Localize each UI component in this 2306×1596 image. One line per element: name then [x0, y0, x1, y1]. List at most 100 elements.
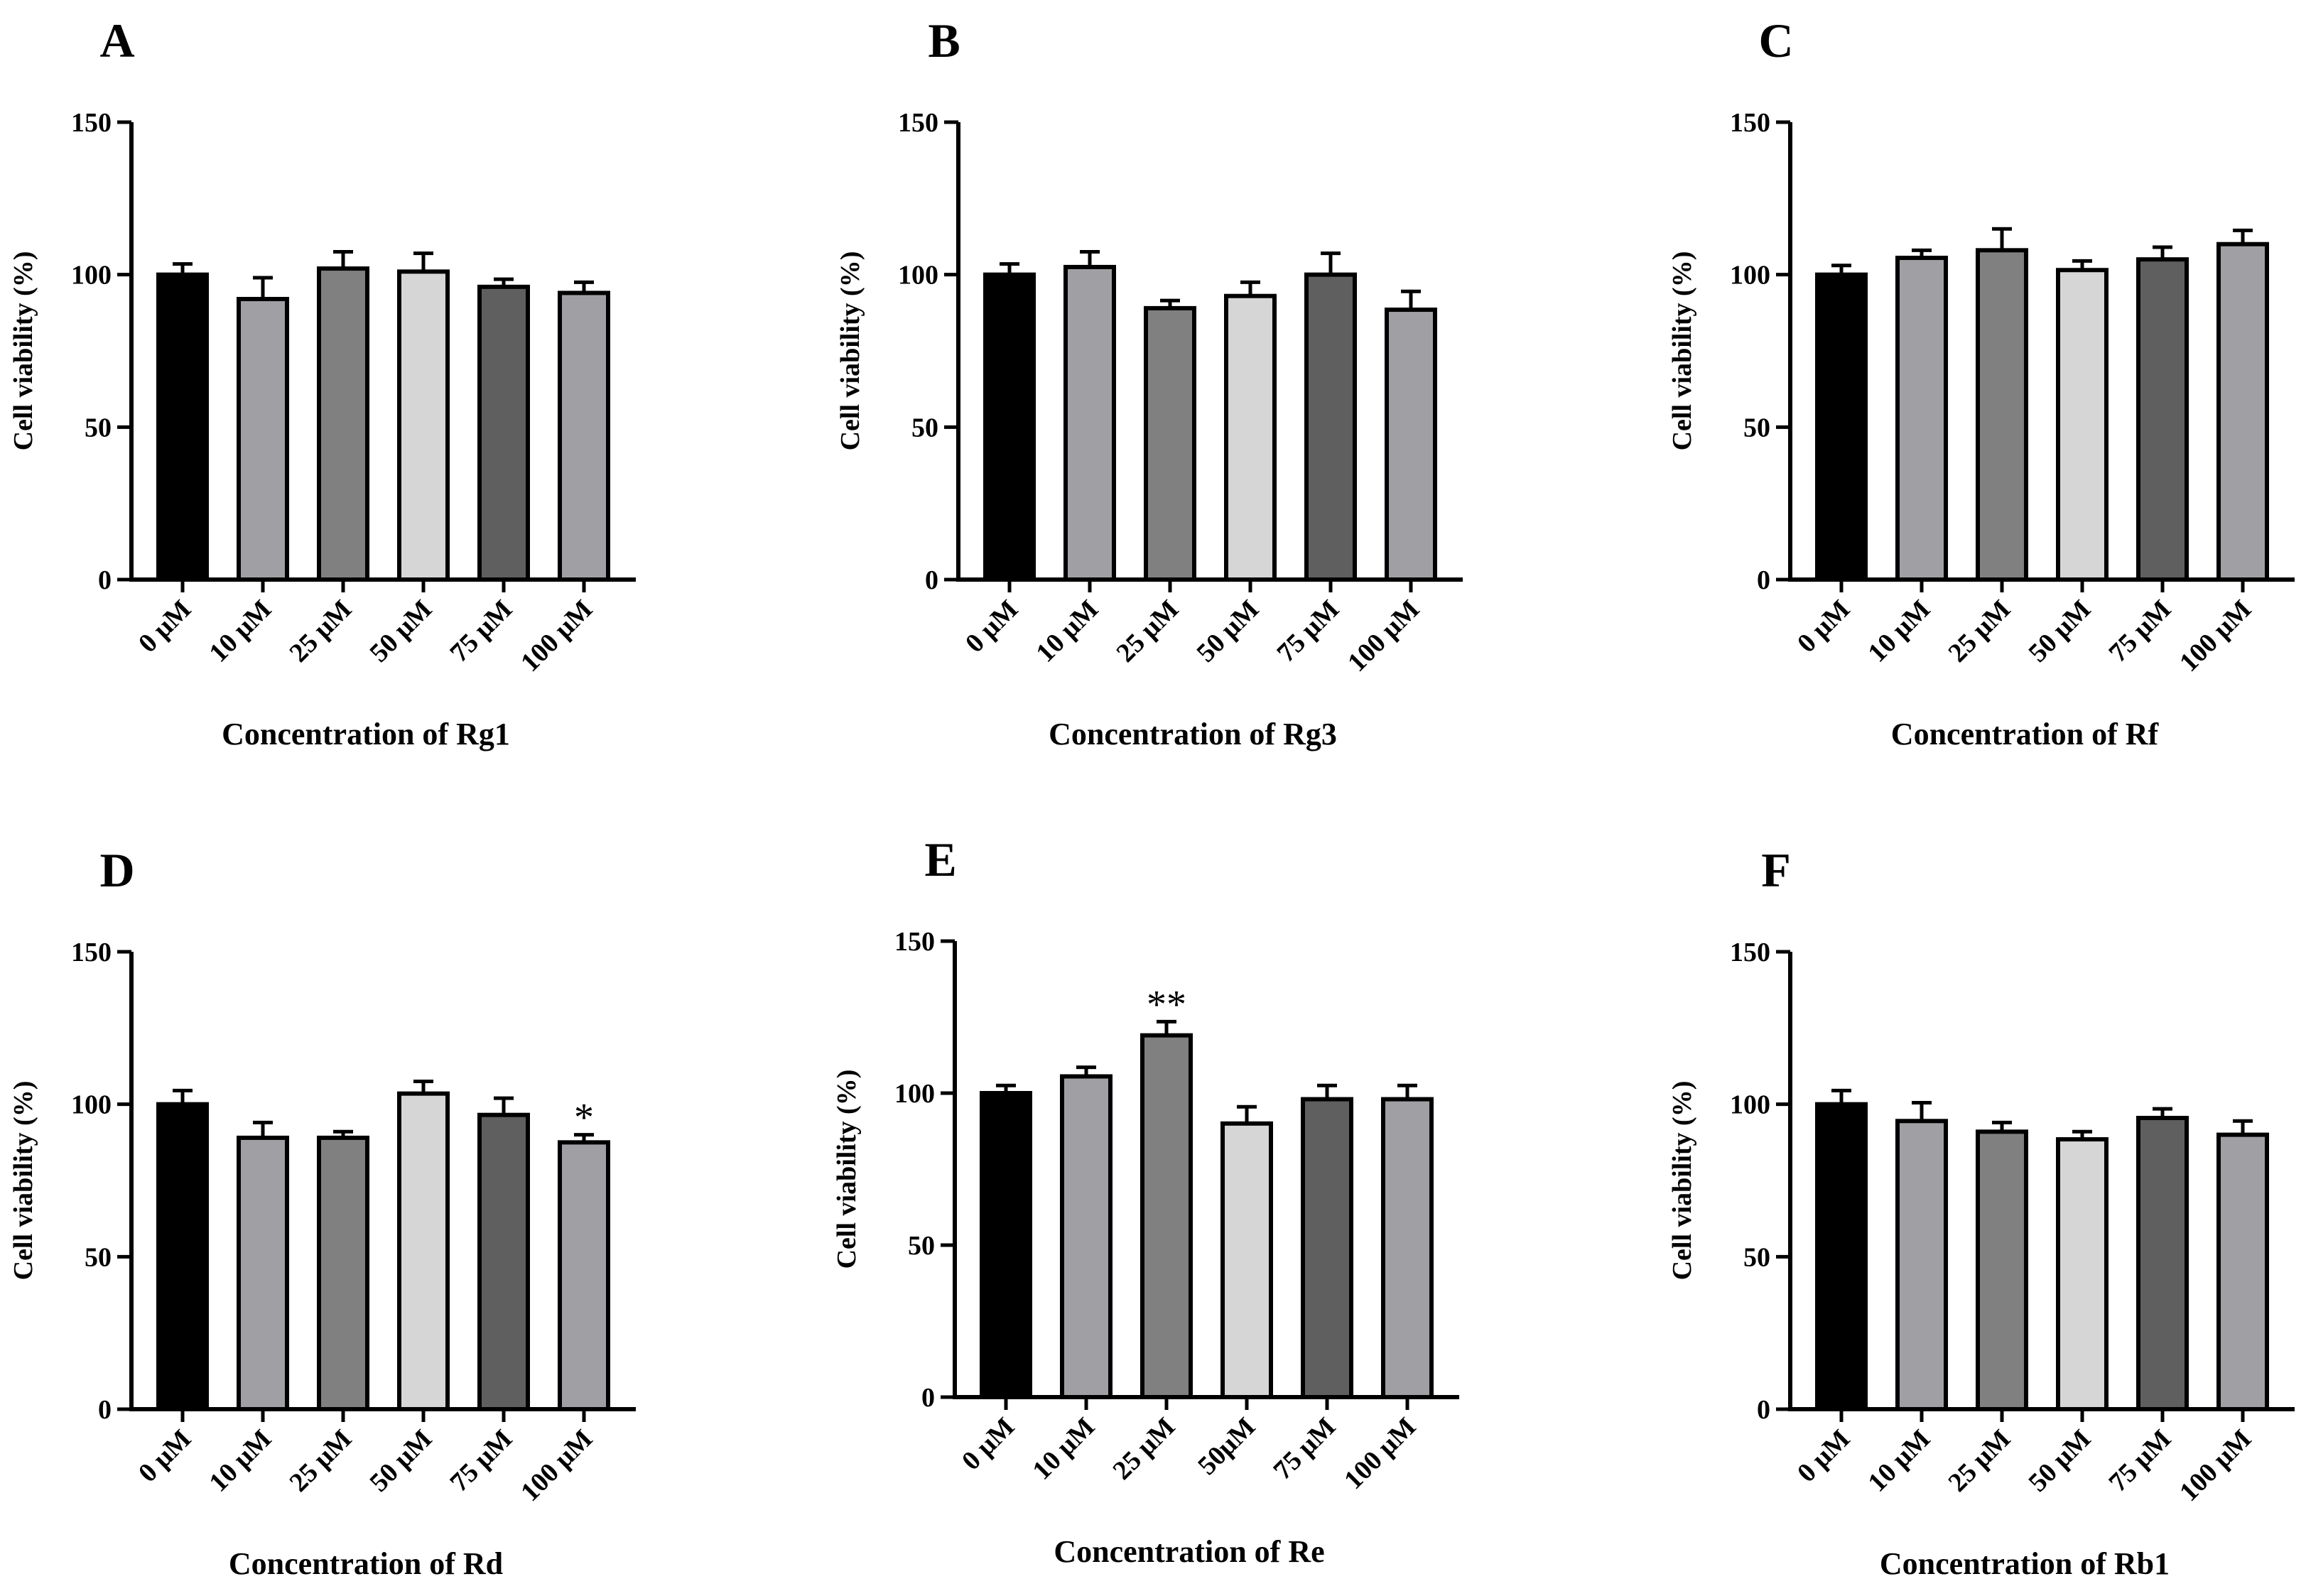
panel-a-category-label: 0 μM [133, 595, 197, 658]
panel-c-category-label: 25 μM [1942, 595, 2016, 668]
panel-e-category-label: 25 μM [1107, 1412, 1181, 1486]
panel-b-y-tick-label: 0 [925, 565, 938, 595]
panel-e-bar [1220, 1121, 1273, 1400]
panel-c-y-tick-label: 100 [1730, 261, 1770, 291]
panel-b-bar [983, 272, 1036, 582]
panel-d-y-tick-label: 50 [85, 1242, 112, 1272]
panel-d-category-label: 10 μM [203, 1424, 277, 1498]
panel-a-bar [317, 266, 369, 582]
panel-d-category-label: 75 μM [444, 1424, 518, 1498]
panel-c-bar [1815, 272, 1868, 582]
panel-d-y-axis-title: Cell viability (%) [9, 1081, 38, 1281]
panel-f-bar [1895, 1119, 1948, 1412]
panel-c-y-tick-label: 150 [1730, 108, 1770, 138]
panel-c-y-tick-label: 50 [1743, 413, 1770, 443]
panel-c-category-label: 10 μM [1862, 595, 1936, 668]
panel-f-category-label: 75 μM [2103, 1424, 2177, 1498]
panel-e-y-tick-label: 100 [894, 1079, 935, 1109]
panel-c-x-axis-title: Concentration of Rf [1891, 717, 2160, 751]
panel-f-y-axis-title: Cell viability (%) [1667, 1081, 1697, 1281]
panel-f-category-label: 10 μM [1862, 1424, 1936, 1498]
panel-d-category-label: 100 μM [515, 1424, 598, 1507]
panel-d-y-tick-label: 100 [71, 1090, 112, 1120]
panel-b-category-label: 75 μM [1271, 595, 1345, 668]
panel-e-significance-mark: ** [1147, 982, 1186, 1026]
panel-d-bar [317, 1135, 369, 1411]
panel-e-letter: E [924, 832, 956, 886]
panel-a-y-tick-label: 100 [71, 261, 112, 291]
panel-b-category-label: 25 μM [1110, 595, 1184, 668]
panel-e-category-label: 0 μM [956, 1412, 1020, 1476]
panel-d-y-tick-label: 0 [98, 1395, 112, 1425]
panel-a-category-label: 10 μM [203, 595, 277, 668]
panel-e-x-axis-title: Concentration of Re [1054, 1534, 1324, 1569]
panel-b-y-tick-label: 150 [898, 108, 938, 138]
panel-e-y-tick-label: 50 [908, 1231, 935, 1261]
panel-e-category-label: 10 μM [1027, 1412, 1100, 1486]
panel-c-bar [2216, 241, 2269, 582]
panel-f-bar [2136, 1115, 2189, 1412]
panel-b-letter: B [928, 13, 960, 67]
panel-e-bar [1381, 1097, 1434, 1400]
panel-d-category-label: 0 μM [133, 1424, 197, 1488]
panel-e-bar [1060, 1074, 1113, 1399]
panel-d-significance-mark: * [574, 1096, 594, 1140]
panel-c-bar [1976, 248, 2028, 582]
panel-d-x-axis-title: Concentration of Rd [229, 1546, 503, 1581]
panel-a-category-label: 100 μM [515, 595, 598, 678]
panel-f-bar [2216, 1132, 2269, 1411]
panel-f-y-tick-label: 0 [1757, 1395, 1770, 1425]
panel-e-y-tick-label: 150 [894, 927, 935, 957]
panel-c-bar [2056, 268, 2109, 582]
panel-b-category-label: 100 μM [1342, 595, 1425, 678]
panel-b-bar [1144, 305, 1196, 582]
panel-c-y-tick-label: 0 [1757, 565, 1770, 595]
panel-a-category-label: 75 μM [444, 595, 518, 668]
panel-a-letter: A [99, 13, 134, 67]
panel-f-y-tick-label: 100 [1730, 1090, 1770, 1120]
panel-e-y-tick-label: 0 [921, 1383, 935, 1413]
panel-e-y-axis-title: Cell viability (%) [832, 1070, 862, 1269]
panel-a-bar [237, 297, 289, 582]
panel-e-category-label: 50μM [1192, 1412, 1261, 1481]
panel-a-bar [558, 291, 610, 582]
panel-f-bar [2056, 1137, 2109, 1412]
panel-b-bar [1385, 308, 1437, 582]
panel-a-y-axis-title: Cell viability (%) [9, 251, 38, 451]
panel-b-x-axis-title: Concentration of Rg3 [1049, 717, 1337, 751]
panel-a-y-tick-label: 150 [71, 108, 112, 138]
panel-c-letter: C [1758, 13, 1793, 67]
panel-c-bar [1895, 256, 1948, 582]
panel-a-bar [477, 284, 530, 582]
panel-f-category-label: 100 μM [2174, 1424, 2257, 1507]
panel-f-bar [1976, 1129, 2028, 1411]
panel-c-category-label: 50 μM [2023, 595, 2096, 668]
panel-a-x-axis-title: Concentration of Rg1 [222, 717, 510, 751]
panel-d-bar [477, 1112, 530, 1412]
panel-b-category-label: 50 μM [1191, 595, 1265, 668]
panel-c-y-axis-title: Cell viability (%) [1667, 251, 1697, 451]
panel-e-bar [1140, 1033, 1193, 1400]
panel-a-y-tick-label: 0 [98, 565, 112, 595]
panel-d-bar [237, 1135, 289, 1411]
panel-f-category-label: 50 μM [2023, 1424, 2096, 1498]
panel-f-bar [1815, 1102, 1868, 1411]
panel-d: D 0 50 100 150 0 μM 10 μM 25 μM 50 μM 75 μM * 100 μ… [9, 843, 636, 1581]
panel-b-bar [1063, 264, 1116, 582]
panel-a-category-label: 50 μM [364, 595, 438, 668]
panel-d-y-tick-label: 150 [71, 938, 112, 967]
panel-f-category-label: 0 μM [1792, 1424, 1856, 1488]
panel-b-bar [1224, 293, 1277, 582]
panel-c-bar [2136, 257, 2189, 582]
panel-a-category-label: 25 μM [283, 595, 357, 668]
panel-b-y-tick-label: 50 [911, 413, 938, 443]
panel-f-y-tick-label: 50 [1743, 1242, 1770, 1272]
panel-c-category-label: 75 μM [2103, 595, 2177, 668]
panel-b-bar [1304, 272, 1357, 582]
panel-a-y-tick-label: 50 [85, 413, 112, 443]
panel-e-category-label: 100 μM [1338, 1412, 1422, 1495]
